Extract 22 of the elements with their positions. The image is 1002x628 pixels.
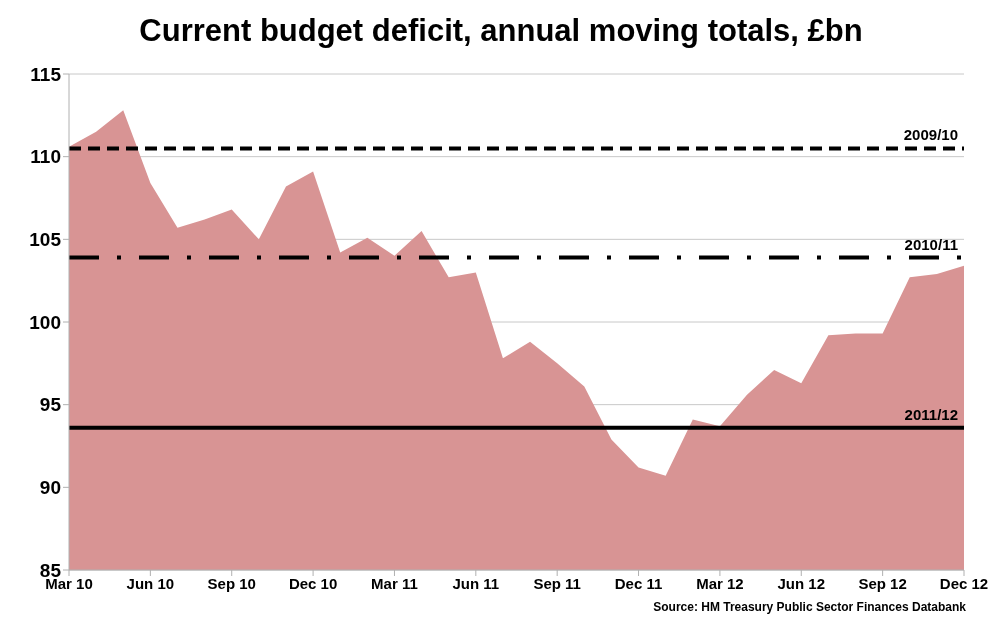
- x-tick-label: Mar 11: [371, 574, 418, 592]
- annotation: 2010/11: [904, 235, 958, 253]
- x-tick-label: Jun 12: [777, 574, 826, 592]
- x-tick-label: Sep 10: [207, 574, 256, 592]
- x-tick-label: Dec 12: [939, 574, 989, 592]
- y-tick-label: 100: [29, 311, 61, 333]
- chart-title: Current budget deficit, annual moving totals, £bn: [138, 12, 864, 50]
- y-tick-label: 90: [39, 477, 61, 499]
- y-tick-label: 115: [30, 63, 62, 85]
- x-tick-label: Sep 12: [858, 574, 907, 592]
- x-tick-label: Jun 10: [126, 574, 175, 592]
- y-tick-label: 95: [39, 394, 62, 416]
- x-tick-label: Dec 11: [614, 574, 663, 592]
- x-tick-label: Dec 10: [288, 574, 338, 592]
- x-tick-label: Mar 12: [696, 574, 744, 592]
- annotation: 2011/12: [904, 405, 958, 423]
- annotation: 2009/10: [903, 126, 958, 144]
- x-tick-label: Jun 11: [452, 574, 500, 592]
- x-tick-label: Sep 11: [533, 574, 581, 592]
- y-tick-label: 105: [29, 229, 62, 251]
- source-note: Source: HM Treasury Public Sector Finances Databank: [652, 600, 967, 614]
- y-tick-label: 110: [30, 146, 61, 168]
